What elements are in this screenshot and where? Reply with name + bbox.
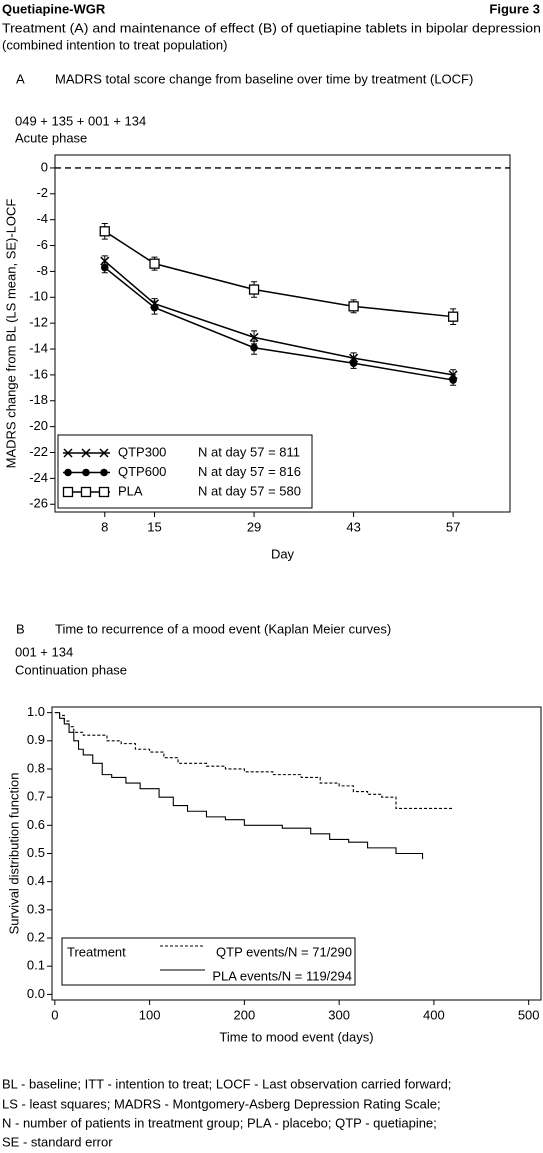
marker [449,376,457,384]
y-tick-label: 1.0 [27,704,45,719]
footnote: SE - standard error [2,1134,113,1149]
legend-box [61,937,356,986]
marker [64,468,72,477]
y-tick-label: 0.2 [27,929,45,944]
header-right: Figure 3 [489,1,540,16]
legend-label: QTP300 [118,444,166,459]
x-tick-label: 15 [147,519,161,534]
x-tick-label: 100 [139,1007,161,1022]
marker [100,263,109,272]
marker [348,301,359,312]
marker [62,486,74,498]
header-left: Quetiapine-WGR [2,1,106,16]
y-tick-label: 0.5 [27,845,45,860]
marker [149,258,160,269]
chart-note: Continuation phase [15,662,127,677]
x-tick-label: 57 [446,519,460,534]
series-line [104,266,454,381]
marker [447,311,459,322]
y-axis-label: Survival distribution function [6,773,21,935]
x-tick-label: 500 [518,1007,540,1022]
y-tick-label: -16 [29,366,48,381]
plot-frame [54,154,511,513]
marker [82,468,90,477]
marker [150,303,159,312]
footnote: LS - least squares; MADRS - Montgomery-A… [2,1096,441,1111]
panel-label: A [16,71,25,86]
y-tick-label: -14 [29,340,48,355]
y-tick-label: -22 [29,444,48,459]
marker [249,332,259,342]
footnote: BL - baseline; ITT - intention to treat;… [2,1076,451,1091]
footnote: N - number of patients in treatment grou… [2,1115,437,1130]
chart-title: Time to recurrence of a mood event (Kapl… [55,621,391,636]
y-tick-label: -10 [29,289,48,304]
legend-label: QTP events/N = 71/290 [216,944,352,959]
x-axis-label: Day [271,546,295,561]
x-tick-label: 29 [247,519,261,534]
x-axis-label: Time to mood event (days) [219,1029,373,1044]
marker [63,448,73,458]
y-tick-label: -4 [36,211,48,226]
y-tick-label: -12 [29,315,48,330]
marker [80,486,92,498]
legend-note: N at day 57 = 811 [198,444,300,459]
survival-curve [54,712,453,809]
y-tick-label: 0.3 [27,901,45,916]
marker [100,256,110,266]
y-tick-label: 0.0 [27,986,45,1001]
legend-title: Treatment [67,944,126,959]
series-line [104,260,454,376]
y-axis-label: MADRS change from BL (LS mean, SE)-LOCF [3,199,18,469]
y-tick-label: -6 [36,237,48,252]
y-tick-label: 0 [41,159,48,174]
marker [248,284,260,295]
legend-label: PLA [118,483,143,498]
x-tick-label: 400 [423,1007,445,1022]
survival-curve [54,712,424,860]
y-tick-label: 0.4 [27,873,45,888]
legend-note: N at day 57 = 580 [198,483,301,498]
x-tick-label: 300 [328,1007,350,1022]
y-tick-label: 0.1 [27,958,45,973]
x-tick-label: 0 [51,1007,58,1022]
marker [349,359,358,368]
marker [98,486,110,498]
y-tick-label: 0.7 [27,789,45,804]
y-tick-label: -24 [29,470,48,485]
legend-label: QTP600 [118,464,166,479]
marker [250,343,258,352]
chart-note: 001 + 134 [15,644,73,659]
x-tick-label: 43 [346,519,360,534]
marker [99,226,110,237]
marker [99,448,109,458]
subtitle: (combined intention to treat population) [2,37,227,52]
panel-label: B [16,621,25,636]
chart-note: 049 + 135 + 001 + 134 [15,113,146,128]
subtitle: Treatment (A) and maintenance of effect … [2,20,541,35]
legend-note: N at day 57 = 816 [198,464,301,479]
y-tick-label: -2 [36,185,48,200]
y-tick-label: -26 [29,496,48,511]
y-tick-label: -8 [36,263,48,278]
x-tick-label: 8 [101,519,108,534]
x-tick-label: 200 [234,1007,256,1022]
y-tick-label: 0.8 [27,760,45,775]
marker [100,468,108,477]
y-tick-label: -20 [29,418,48,433]
legend-label: PLA events/N = 119/294 [212,968,352,983]
chart-title: MADRS total score change from baseline o… [55,71,473,86]
y-tick-label: 0.9 [27,732,45,747]
y-tick-label: -18 [29,392,48,407]
marker [81,448,91,458]
y-tick-label: 0.6 [27,817,45,832]
chart-note: Acute phase [15,130,87,145]
